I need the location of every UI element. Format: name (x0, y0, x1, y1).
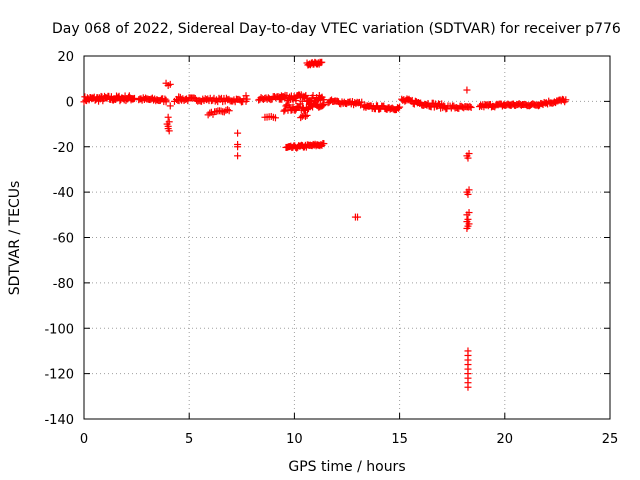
data-point (396, 103, 404, 111)
data-point (466, 102, 474, 110)
data-points (80, 58, 570, 391)
x-tick-label: 0 (80, 432, 88, 447)
data-point (164, 122, 172, 130)
y-tick-label: -40 (53, 186, 74, 201)
data-point (280, 107, 288, 115)
data-point (296, 100, 304, 108)
data-point (166, 80, 174, 88)
data-point (225, 107, 233, 115)
grid (84, 56, 610, 419)
y-tick-label: -120 (44, 368, 74, 383)
data-point (291, 106, 299, 114)
data-point (562, 96, 570, 104)
data-point (164, 113, 172, 121)
data-point (162, 96, 170, 104)
y-tick-label: 0 (66, 95, 74, 110)
data-point (395, 104, 403, 112)
data-point (234, 143, 242, 151)
data-point (463, 224, 471, 232)
data-point (464, 154, 472, 162)
data-point (165, 127, 173, 135)
y-tick-label: -80 (53, 277, 74, 292)
data-point (358, 98, 366, 106)
data-point (302, 91, 310, 99)
data-point (304, 105, 312, 113)
data-point (309, 92, 317, 100)
data-point (465, 209, 473, 217)
y-tick-label: -140 (44, 413, 74, 428)
data-point (301, 93, 309, 101)
y-tick-label: -100 (44, 322, 74, 337)
data-point (234, 129, 242, 137)
data-point (318, 58, 326, 66)
data-point (354, 213, 362, 221)
data-point (242, 97, 250, 105)
x-tick-label: 25 (602, 432, 619, 447)
data-point (320, 140, 328, 148)
data-point (464, 383, 472, 391)
data-point (465, 150, 473, 158)
x-tick-label: 5 (185, 432, 193, 447)
data-point (271, 114, 279, 122)
data-point (465, 186, 473, 194)
data-point (130, 94, 138, 102)
data-point (301, 112, 309, 120)
data-point (282, 102, 290, 110)
chart-title: Day 068 of 2022, Sidereal Day-to-day VTE… (52, 21, 621, 37)
x-tick-label: 10 (286, 432, 303, 447)
x-tick-label: 15 (391, 432, 408, 447)
data-point (408, 96, 416, 104)
data-point (467, 103, 475, 111)
data-point (464, 190, 472, 198)
y-tick-label: -60 (53, 232, 74, 247)
data-point (234, 152, 242, 160)
data-point (206, 109, 214, 117)
data-point (224, 106, 232, 114)
data-point (319, 102, 327, 110)
y-tick-label: 20 (57, 50, 74, 65)
x-tick-label: 20 (497, 432, 514, 447)
data-point (170, 97, 178, 105)
axis-ticks: 20 0 -20 -40 -60 -80 -100 -120 -140 0 5 10 15 20 25 (44, 50, 618, 447)
y-axis-label: SDTVAR / TECUs (7, 181, 23, 296)
data-point (166, 102, 174, 110)
data-point (177, 95, 185, 103)
data-point (320, 100, 328, 108)
plot-frame (83, 55, 611, 420)
data-point (463, 86, 471, 94)
x-axis-label: GPS time / hours (288, 459, 405, 475)
data-point (303, 111, 311, 119)
data-point (292, 97, 300, 105)
y-tick-label: -20 (53, 141, 74, 156)
data-point (217, 107, 225, 115)
